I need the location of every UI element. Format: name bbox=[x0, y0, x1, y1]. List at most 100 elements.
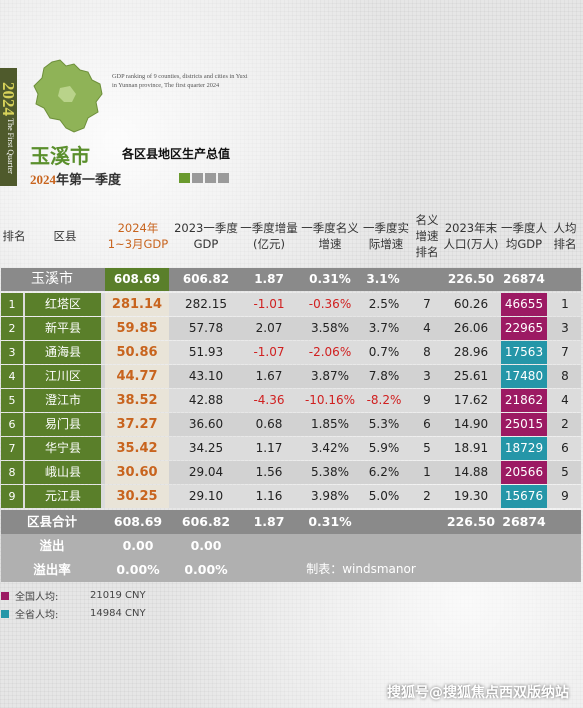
nominal-growth-cell: 3.87% bbox=[310, 369, 350, 383]
overflow-row: 溢出 0.00 0.00 bbox=[1, 534, 581, 558]
rank-cell: 8 bbox=[1, 461, 23, 484]
gdp2024-cell: 281.14 bbox=[105, 293, 169, 316]
gdp2024-cell: 44.77 bbox=[105, 365, 169, 388]
population-cell: 26.06 bbox=[453, 321, 489, 335]
county-name-cell: 易门县 bbox=[25, 413, 101, 436]
nominal-growth-cell: -0.36% bbox=[308, 297, 352, 311]
col-header-nominal-rank: 名义增速排名 bbox=[415, 213, 439, 259]
gdp2023-cell: 29.10 bbox=[188, 489, 224, 503]
gdp2023-cell: 43.10 bbox=[188, 369, 224, 383]
per-capita-cell: 15676 bbox=[501, 485, 547, 508]
per-capita-cell: 46655 bbox=[501, 293, 547, 316]
county-name-cell: 澄江市 bbox=[25, 389, 101, 412]
nominal-growth-cell: 3.98% bbox=[310, 489, 350, 503]
overflow-gdp2024: 0.00 bbox=[122, 538, 154, 553]
legend-provincial-label: 全省人均: bbox=[15, 610, 59, 621]
real-growth-cell: 3.7% bbox=[368, 321, 400, 335]
gdp2024-cell: 50.86 bbox=[105, 341, 169, 364]
real-growth-cell: 5.0% bbox=[368, 489, 400, 503]
population-cell: 60.26 bbox=[453, 297, 489, 311]
indicator-square-active bbox=[179, 173, 190, 183]
table-row: 4 江川区 44.77 43.10 1.67 3.87% 7.8% 3 25.61 17480 8 bbox=[1, 365, 581, 388]
real-growth-cell: 5.3% bbox=[368, 417, 400, 431]
summary-gdp2023: 606.82 bbox=[182, 272, 230, 286]
subtitle: 各区县地区生产总值 bbox=[122, 147, 231, 161]
overflow-label: 溢出 bbox=[39, 538, 65, 553]
gdp2024-cell: 30.60 bbox=[105, 461, 169, 484]
legend-national-value: 21019 CNY bbox=[90, 590, 146, 601]
population-cell: 28.96 bbox=[453, 345, 489, 359]
nominal-growth-cell: 5.38% bbox=[310, 465, 350, 479]
vertical-quarter: The First Quarter bbox=[6, 118, 15, 174]
yunnan-map-icon bbox=[33, 59, 103, 133]
col-header-population: 2023年末人口(万人) bbox=[443, 221, 499, 251]
real-growth-cell: 5.9% bbox=[368, 441, 400, 455]
per-capita-cell: 17480 bbox=[501, 365, 547, 388]
legend-provincial-value: 14984 CNY bbox=[90, 608, 146, 619]
indicator-square bbox=[192, 173, 203, 183]
gdp2024-cell: 30.25 bbox=[105, 485, 169, 508]
increase-cell: 0.68 bbox=[255, 417, 283, 431]
col-header-increase: 一季度增量(亿元) bbox=[240, 221, 298, 251]
col-header-nominal-growth: 一季度名义增速 bbox=[301, 221, 359, 251]
per-capita-cell: 18729 bbox=[501, 437, 547, 460]
watermark: 搜狐号@搜狐焦点西双版纳站 bbox=[387, 685, 569, 701]
gdp2023-cell: 282.15 bbox=[185, 297, 227, 311]
summary-increase: 1.87 bbox=[254, 272, 284, 286]
increase-cell: 1.17 bbox=[255, 441, 283, 455]
increase-cell: 2.07 bbox=[255, 321, 283, 335]
gdp2024-cell: 38.52 bbox=[105, 389, 169, 412]
summary-per-capita: 26874 bbox=[503, 272, 545, 286]
summary-population: 226.50 bbox=[447, 272, 495, 286]
nominal-rank-cell: 4 bbox=[423, 321, 431, 335]
rank-cell: 4 bbox=[1, 365, 23, 388]
totals-increase: 1.87 bbox=[253, 514, 285, 529]
increase-cell: 1.16 bbox=[255, 489, 283, 503]
rank-cell: 1 bbox=[1, 293, 23, 316]
table-row: 9 元江县 30.25 29.10 1.16 3.98% 5.0% 2 19.30 15676 9 bbox=[1, 485, 581, 508]
per-capita-cell: 21862 bbox=[501, 389, 547, 412]
table-row: 3 通海县 50.86 51.93 -1.07 -2.06% 0.7% 8 28.96 17563… bbox=[1, 341, 581, 364]
legend-swatch-national bbox=[1, 591, 9, 600]
table-row: 5 澄江市 38.52 42.88 -4.36 -10.16% -8.2% 9 17.62 218… bbox=[1, 389, 581, 412]
rank-cell: 6 bbox=[1, 413, 23, 436]
period-rest: 年第一季度 bbox=[56, 172, 122, 187]
county-name-cell: 江川区 bbox=[25, 365, 101, 388]
nominal-rank-cell: 1 bbox=[423, 465, 431, 479]
population-cell: 14.88 bbox=[453, 465, 489, 479]
rank-cell: 7 bbox=[1, 437, 23, 460]
real-growth-cell: 6.2% bbox=[368, 465, 400, 479]
table-row: 2 新平县 59.85 57.78 2.07 3.58% 3.7% 4 26.06 22965 3 bbox=[1, 317, 581, 340]
overflow-rate-gdp2023: 0.00% bbox=[184, 562, 228, 577]
population-cell: 14.90 bbox=[453, 417, 489, 431]
overflow-rate-row: 溢出率 0.00% 0.00% 制表：windsmanor bbox=[1, 558, 581, 582]
overflow-rate-gdp2024: 0.00% bbox=[116, 562, 160, 577]
gdp2023-cell: 57.78 bbox=[188, 321, 224, 335]
rank-cell: 9 bbox=[1, 485, 23, 508]
county-name-cell: 峨山县 bbox=[25, 461, 101, 484]
legend-national-label: 全国人均: bbox=[15, 592, 59, 603]
col-header-per-capita: 一季度人均GDP bbox=[501, 221, 547, 251]
county-name-cell: 元江县 bbox=[25, 485, 101, 508]
real-growth-cell: 2.5% bbox=[368, 297, 400, 311]
increase-cell: 1.56 bbox=[255, 465, 283, 479]
increase-cell: -1.07 bbox=[253, 345, 285, 359]
col-header-rank: 排名 bbox=[2, 229, 26, 243]
gdp2024-cell: 35.42 bbox=[105, 437, 169, 460]
per-capita-rank-cell: 5 bbox=[561, 465, 569, 479]
increase-cell: -1.01 bbox=[253, 297, 285, 311]
per-capita-rank-cell: 4 bbox=[561, 393, 569, 407]
indicator-square bbox=[218, 173, 229, 183]
totals-row: 区县合计 608.69 606.82 1.87 0.31% 226.50 268… bbox=[1, 510, 581, 534]
table-row: 7 华宁县 35.42 34.25 1.17 3.42% 5.9% 5 18.91 18729 6 bbox=[1, 437, 581, 460]
increase-cell: 1.67 bbox=[255, 369, 283, 383]
totals-population: 226.50 bbox=[446, 514, 496, 529]
col-header-gdp2024: 2024年 1~3月GDP bbox=[107, 221, 169, 251]
col-header-per-capita-rank: 人均排名 bbox=[553, 221, 577, 251]
per-capita-cell: 17563 bbox=[501, 341, 547, 364]
per-capita-rank-cell: 7 bbox=[561, 345, 569, 359]
col-header-real-growth: 一季度实际增速 bbox=[363, 221, 409, 251]
gdp2023-cell: 51.93 bbox=[188, 345, 224, 359]
summary-name: 玉溪市 bbox=[31, 271, 73, 287]
summary-real: 3.1% bbox=[366, 272, 400, 286]
